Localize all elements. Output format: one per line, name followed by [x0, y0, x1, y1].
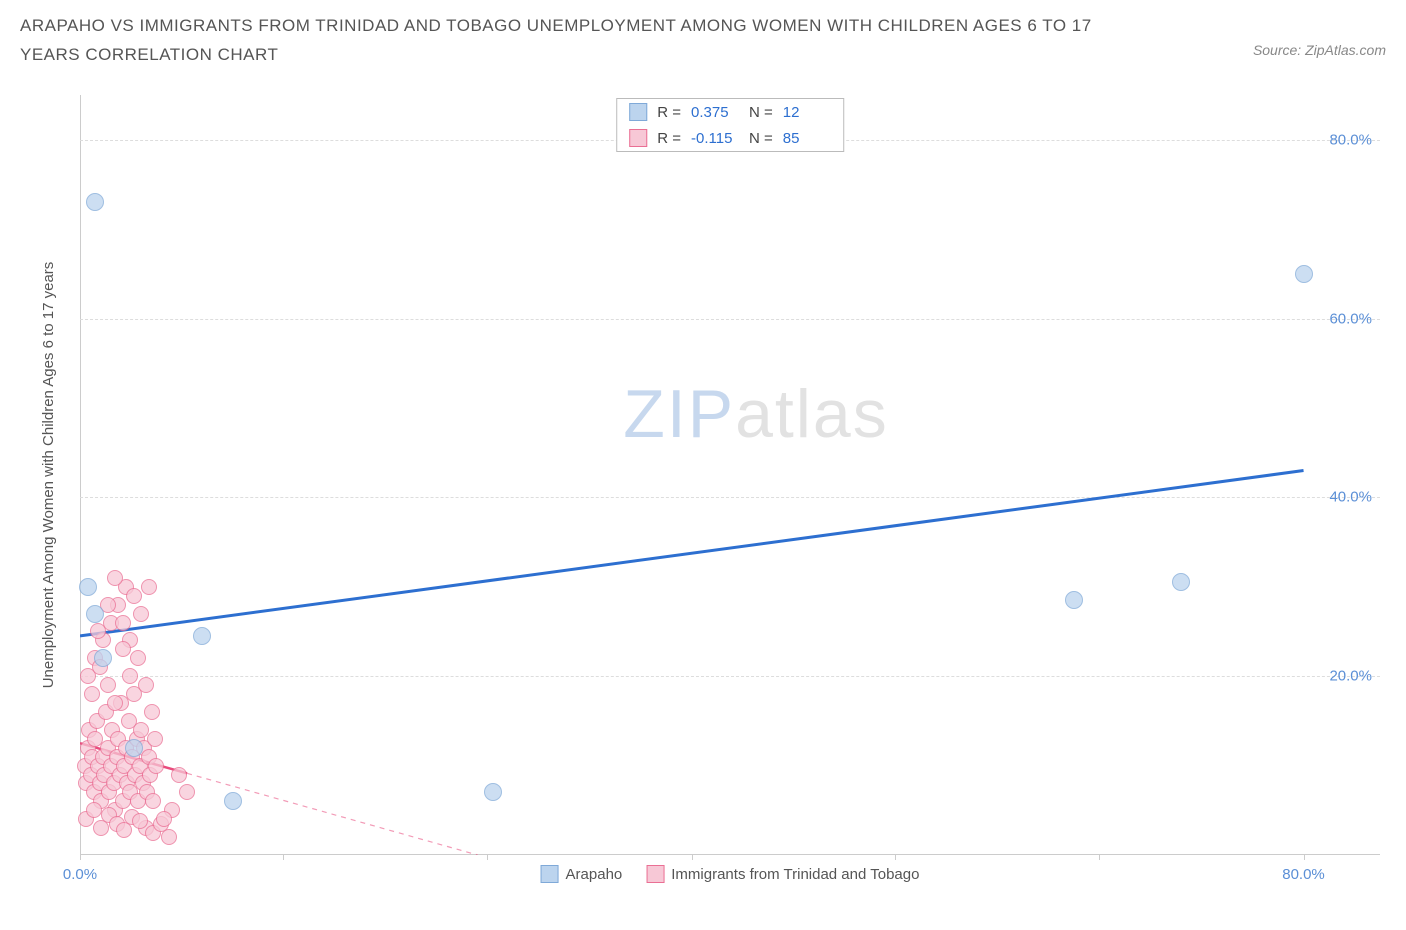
x-tick-label: 80.0%: [1282, 866, 1325, 883]
data-point: [100, 677, 116, 693]
data-point: [86, 802, 102, 818]
data-point: [107, 695, 123, 711]
legend-series-item: Immigrants from Trinidad and Tobago: [646, 865, 919, 883]
data-point: [84, 686, 100, 702]
trend-line-extrapolated: [187, 773, 478, 855]
x-tick-mark: [283, 855, 284, 860]
data-point: [1295, 265, 1313, 283]
stat-n-value: 12: [783, 104, 831, 121]
trend-line: [80, 471, 1304, 636]
series-legend: Arapaho Immigrants from Trinidad and Toba…: [541, 865, 920, 883]
x-tick-mark: [80, 855, 81, 860]
data-point: [141, 579, 157, 595]
data-point: [125, 739, 143, 757]
stat-n-label: N =: [749, 104, 773, 121]
legend-stat-row: R = -0.115 N = 85: [617, 125, 843, 151]
data-point: [144, 704, 160, 720]
trend-lines: [80, 95, 1380, 855]
legend-series-item: Arapaho: [541, 865, 623, 883]
data-point: [132, 813, 148, 829]
x-tick-mark: [1304, 855, 1305, 860]
data-point: [107, 570, 123, 586]
data-point: [90, 623, 106, 639]
stat-r-value: -0.115: [691, 130, 739, 147]
stat-r-value: 0.375: [691, 104, 739, 121]
y-axis-line: [80, 95, 81, 855]
stat-r-label: R =: [657, 104, 681, 121]
y-tick-label: 60.0%: [1329, 310, 1372, 327]
chart-container: Unemployment Among Women with Children A…: [50, 95, 1380, 885]
data-point: [126, 588, 142, 604]
x-axis-line: [80, 854, 1380, 855]
data-point: [1065, 591, 1083, 609]
y-axis-label: Unemployment Among Women with Children A…: [40, 262, 57, 689]
data-point: [122, 668, 138, 684]
plot-area: ZIPatlas R =0.375N =12R =-0.115N =85 Ara…: [80, 95, 1380, 855]
x-tick-mark: [1099, 855, 1100, 860]
data-point: [171, 767, 187, 783]
data-point: [115, 641, 131, 657]
data-point: [130, 650, 146, 666]
data-point: [484, 783, 502, 801]
y-tick-label: 80.0%: [1329, 131, 1372, 148]
legend-swatch: [629, 129, 647, 147]
data-point: [179, 784, 195, 800]
grid-line: [80, 676, 1380, 677]
chart-title: ARAPAHO VS IMMIGRANTS FROM TRINIDAD AND …: [20, 12, 1100, 70]
legend-swatch: [646, 865, 664, 883]
correlation-legend: R = 0.375 N = 12 R = -0.115 N = 85: [616, 98, 844, 152]
data-point: [145, 793, 161, 809]
legend-stat-row: R = 0.375 N = 12: [617, 99, 843, 125]
data-point: [1172, 573, 1190, 591]
data-point: [161, 829, 177, 845]
y-tick-label: 40.0%: [1329, 489, 1372, 506]
data-point: [224, 792, 242, 810]
data-point: [115, 615, 131, 631]
legend-swatch: [629, 103, 647, 121]
x-tick-mark: [692, 855, 693, 860]
stat-n-label: N =: [749, 130, 773, 147]
data-point: [193, 627, 211, 645]
x-tick-mark: [487, 855, 488, 860]
data-point: [138, 677, 154, 693]
data-point: [94, 649, 112, 667]
source-attribution: Source: ZipAtlas.com: [1253, 42, 1386, 58]
data-point: [147, 731, 163, 747]
legend-series-label: Arapaho: [566, 866, 623, 883]
x-tick-mark: [895, 855, 896, 860]
data-point: [86, 605, 104, 623]
y-tick-label: 20.0%: [1329, 668, 1372, 685]
stat-n-value: 85: [783, 130, 831, 147]
data-point: [156, 811, 172, 827]
x-tick-label: 0.0%: [63, 866, 97, 883]
grid-line: [80, 497, 1380, 498]
data-point: [86, 193, 104, 211]
grid-line: [80, 319, 1380, 320]
legend-series-label: Immigrants from Trinidad and Tobago: [671, 866, 919, 883]
data-point: [79, 578, 97, 596]
stat-r-label: R =: [657, 130, 681, 147]
data-point: [148, 758, 164, 774]
data-point: [133, 606, 149, 622]
legend-swatch: [541, 865, 559, 883]
watermark: ZIPatlas: [623, 375, 888, 453]
